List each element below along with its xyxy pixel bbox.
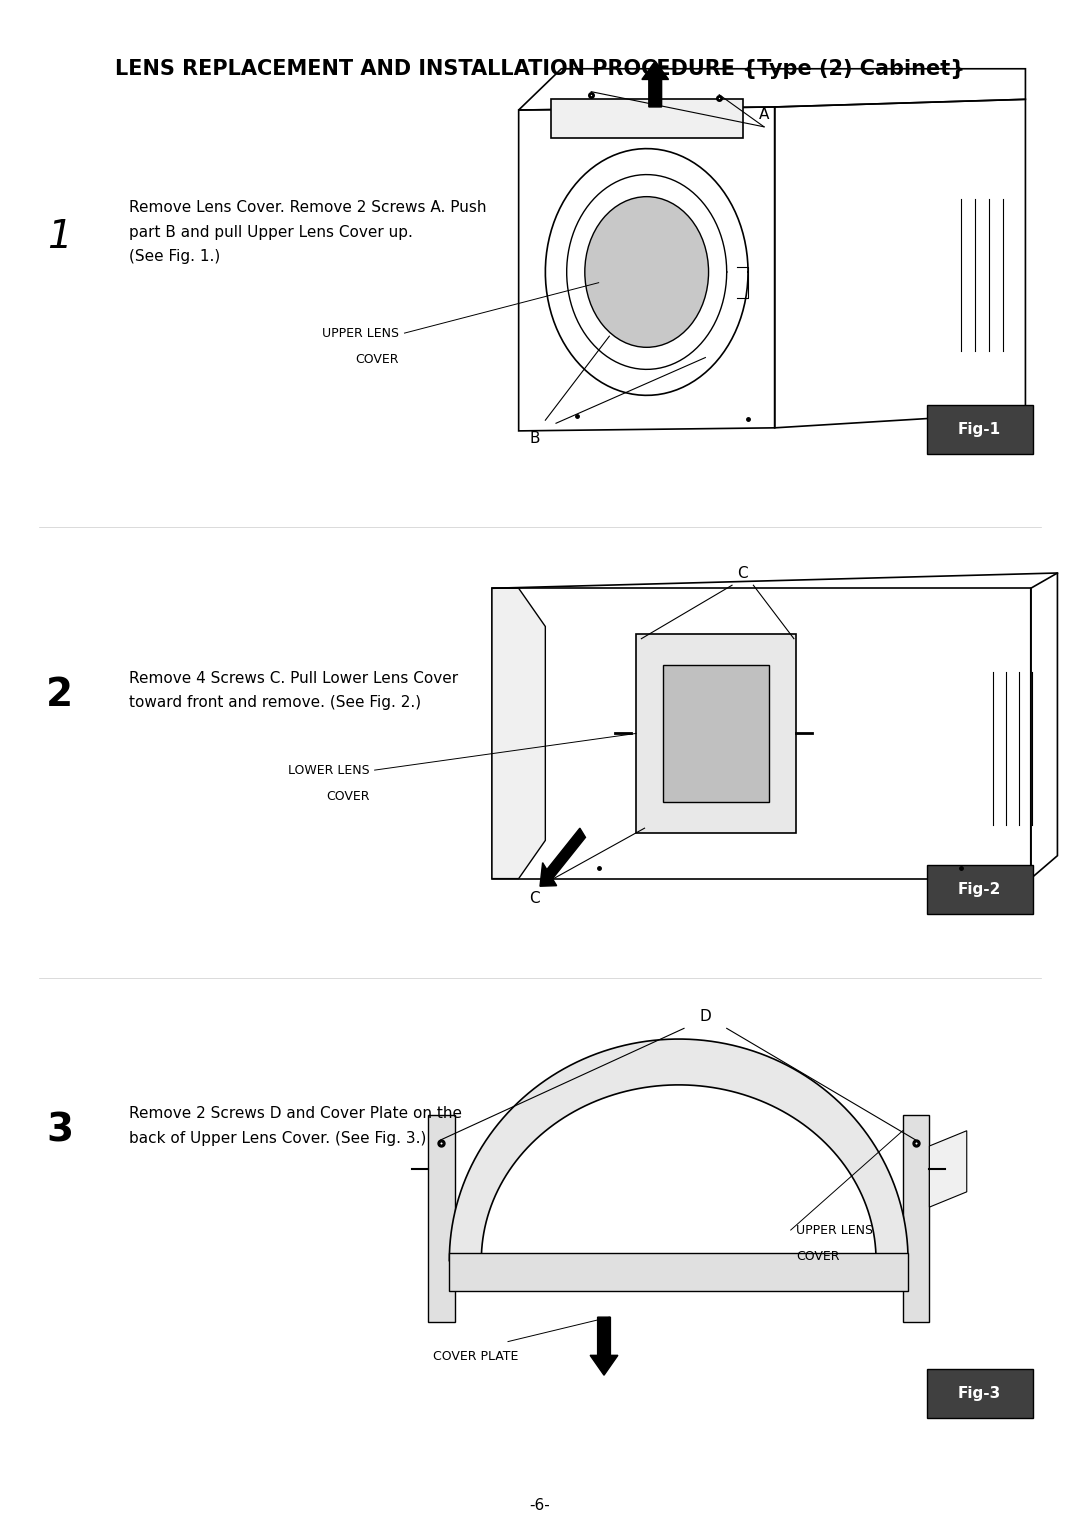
Text: UPPER LENS: UPPER LENS: [322, 327, 400, 339]
Text: C: C: [738, 565, 748, 581]
Polygon shape: [428, 1115, 455, 1322]
Text: 1: 1: [48, 219, 72, 255]
Text: LOWER LENS: LOWER LENS: [287, 764, 369, 776]
Text: UPPER LENS: UPPER LENS: [796, 1224, 873, 1236]
Polygon shape: [449, 1039, 908, 1261]
Polygon shape: [449, 1253, 908, 1291]
FancyBboxPatch shape: [928, 865, 1032, 914]
FancyBboxPatch shape: [928, 405, 1032, 454]
Text: Remove 4 Screws C. Pull Lower Lens Cover
toward front and remove. (See Fig. 2.): Remove 4 Screws C. Pull Lower Lens Cover…: [130, 671, 458, 711]
Text: COVER: COVER: [355, 353, 400, 365]
Text: COVER: COVER: [796, 1250, 839, 1262]
FancyArrow shape: [540, 828, 585, 886]
Text: 3: 3: [46, 1112, 73, 1149]
Text: -6-: -6-: [529, 1497, 551, 1513]
Polygon shape: [903, 1115, 930, 1322]
Polygon shape: [663, 665, 769, 802]
Text: 2: 2: [46, 677, 73, 714]
Polygon shape: [636, 634, 796, 833]
Text: Fig-2: Fig-2: [958, 882, 1001, 897]
Polygon shape: [930, 1131, 967, 1207]
Text: COVER: COVER: [326, 790, 369, 802]
FancyBboxPatch shape: [928, 1369, 1032, 1418]
Text: A: A: [759, 107, 769, 122]
Text: C: C: [529, 891, 540, 906]
Polygon shape: [551, 99, 743, 138]
Text: Remove 2 Screws D and Cover Plate on the
back of Upper Lens Cover. (See Fig. 3.): Remove 2 Screws D and Cover Plate on the…: [130, 1106, 462, 1146]
Text: B: B: [529, 431, 540, 446]
Text: LENS REPLACEMENT AND INSTALLATION PROCEDURE {Type (2) Cabinet}: LENS REPLACEMENT AND INSTALLATION PROCED…: [114, 58, 966, 79]
FancyArrow shape: [642, 61, 669, 107]
Ellipse shape: [584, 197, 708, 347]
Text: Fig-1: Fig-1: [958, 422, 1001, 437]
Text: D: D: [700, 1008, 712, 1024]
Text: COVER PLATE: COVER PLATE: [433, 1351, 518, 1363]
Text: Fig-3: Fig-3: [958, 1386, 1001, 1401]
Polygon shape: [492, 588, 545, 879]
FancyArrow shape: [590, 1317, 618, 1375]
Text: Remove Lens Cover. Remove 2 Screws A. Push
part B and pull Upper Lens Cover up.
: Remove Lens Cover. Remove 2 Screws A. Pu…: [130, 200, 487, 264]
